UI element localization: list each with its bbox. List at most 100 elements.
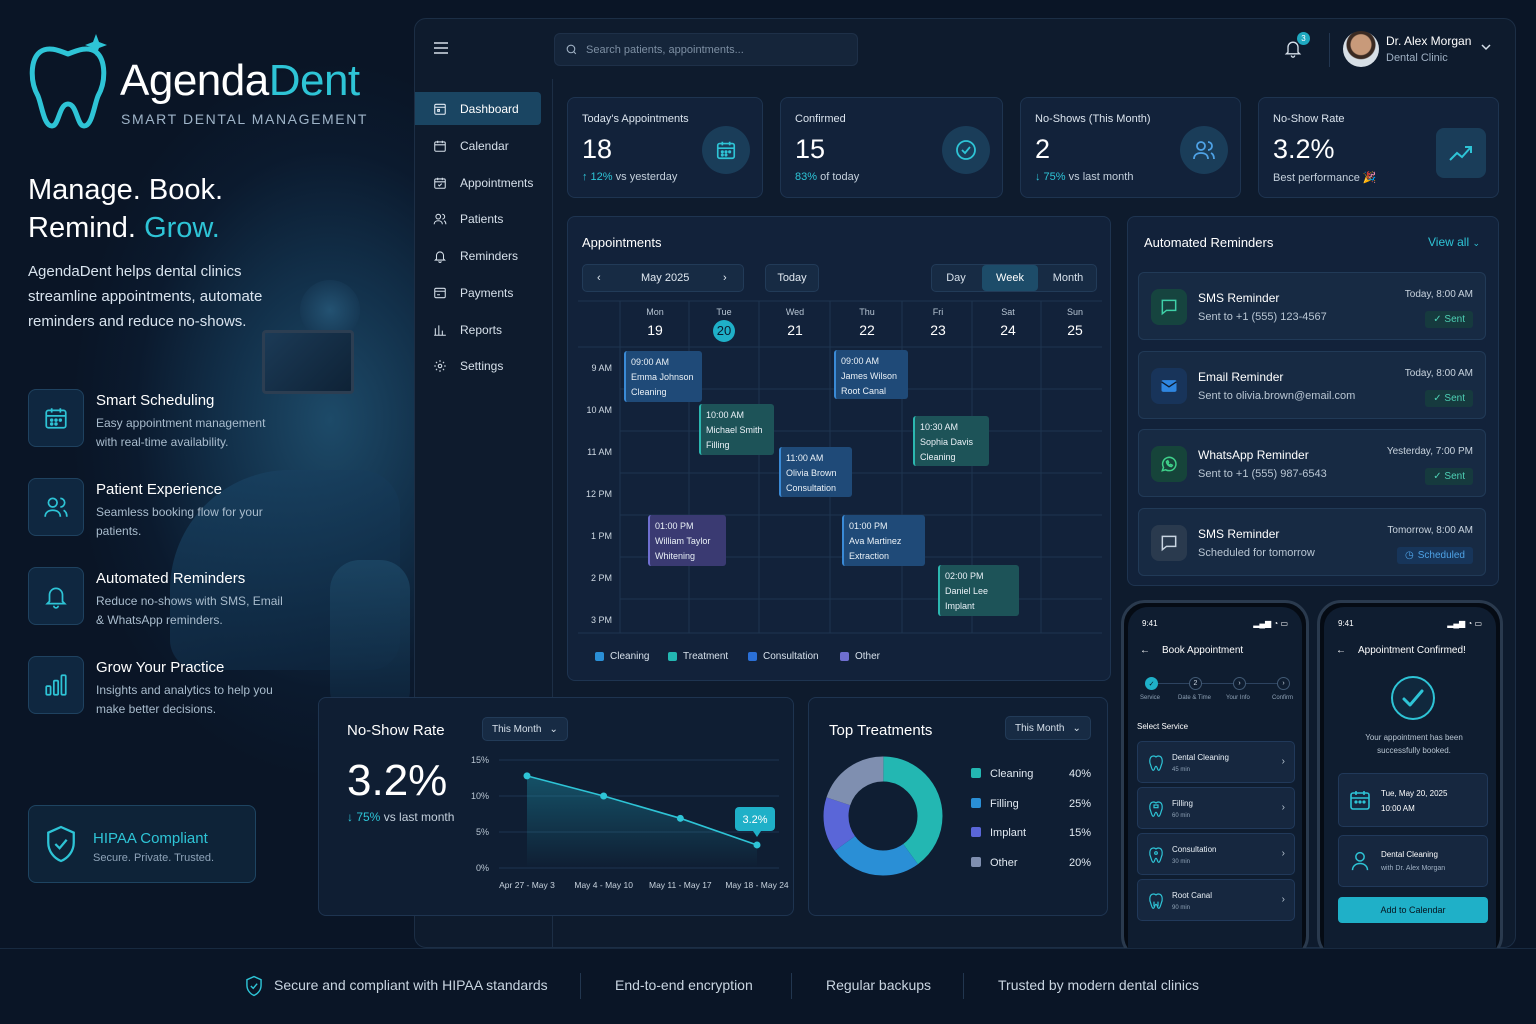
- search-input[interactable]: [586, 43, 846, 56]
- sidebar-item-settings[interactable]: Settings: [415, 349, 541, 382]
- back-arrow-icon[interactable]: ←: [1140, 645, 1150, 656]
- shield-check-icon: [47, 825, 75, 863]
- users-icon: [28, 478, 84, 536]
- donut-slice-cleaning[interactable]: [823, 756, 943, 876]
- service-option[interactable]: Consultation 30 min ›: [1137, 833, 1295, 875]
- add-to-calendar-button[interactable]: Add to Calendar: [1338, 897, 1488, 923]
- step-service[interactable]: ✓: [1145, 677, 1158, 690]
- sidebar-item-payments[interactable]: Payments: [415, 276, 541, 309]
- service-option[interactable]: Root Canal 90 min ›: [1137, 879, 1295, 921]
- filling-icon: [1149, 801, 1163, 817]
- notification-bell-icon[interactable]: [1283, 37, 1303, 59]
- y-tick-label: 15%: [471, 755, 489, 765]
- sms-icon: [1151, 289, 1187, 325]
- back-arrow-icon[interactable]: ←: [1336, 645, 1346, 656]
- donut-slice-implant[interactable]: [823, 756, 943, 876]
- day-header-thu[interactable]: Thu 22: [859, 307, 875, 338]
- reminder-item[interactable]: SMS Reminder Scheduled for tomorrow Tomo…: [1138, 508, 1486, 576]
- root-canal-icon: [1149, 893, 1163, 909]
- search-bar[interactable]: [554, 33, 858, 66]
- divider: [1329, 33, 1330, 67]
- day-header-sun[interactable]: Sun 25: [1066, 307, 1083, 338]
- phone-title: Book Appointment: [1162, 645, 1244, 656]
- day-header-tue[interactable]: Tue 20: [689, 307, 759, 342]
- appointment-block[interactable]: 02:00 PM Daniel Lee Implant: [938, 565, 1019, 616]
- kpi-subtext: ↑ 12% vs yesterday: [582, 171, 678, 183]
- period-select[interactable]: This Month ⌄: [482, 717, 568, 741]
- legend-value: 20%: [1068, 856, 1091, 869]
- sidebar-item-dashboard[interactable]: Dashboard: [415, 92, 541, 125]
- user-name[interactable]: Dr. Alex Morgan: [1386, 34, 1472, 48]
- user-role: Dental Clinic: [1386, 52, 1448, 64]
- appointment-block[interactable]: 01:00 PM Ava Martinez Extraction: [842, 515, 925, 566]
- reminder-item[interactable]: SMS Reminder Sent to +1 (555) 123-4567 T…: [1138, 272, 1486, 340]
- phone-book-appointment: 9:41 ▂▄▆ ◔ ▭ ← Book Appointment ✓ 2 › › …: [1121, 600, 1309, 960]
- kpi-value: 18: [582, 134, 613, 164]
- day-header-mon[interactable]: Mon 19: [646, 307, 664, 338]
- kpi-label: Confirmed: [795, 113, 846, 125]
- sidebar-item-calendar[interactable]: Calendar: [415, 129, 541, 162]
- hipaa-title: HIPAA Compliant: [93, 830, 208, 847]
- legend-value: 15%: [1068, 827, 1091, 839]
- legend-item: Other 20%: [971, 856, 1091, 869]
- data-point[interactable]: [753, 841, 761, 849]
- donut-slice-other[interactable]: [823, 756, 943, 876]
- service-option[interactable]: Dental Cleaning 45 min ›: [1137, 741, 1295, 783]
- data-point[interactable]: [600, 792, 608, 800]
- reminder-item[interactable]: Email Reminder Sent to olivia.brown@emai…: [1138, 351, 1486, 419]
- appointment-block[interactable]: 10:00 AM Michael Smith Filling: [699, 404, 774, 455]
- sidebar-item-patients[interactable]: Patients: [415, 202, 541, 235]
- sidebar-item-label: Calendar: [460, 138, 509, 153]
- data-point[interactable]: [676, 814, 684, 822]
- status-badge: ✓ Sent: [1425, 468, 1473, 485]
- step-confirm[interactable]: ›: [1277, 677, 1290, 690]
- sidebar-item-appointments[interactable]: Appointments: [415, 166, 541, 199]
- data-point[interactable]: [523, 772, 531, 780]
- appointment-date-card: Tue, May 20, 2025 10:00 AM: [1338, 773, 1488, 827]
- today-button[interactable]: Today: [765, 264, 819, 292]
- tab-month[interactable]: Month: [1052, 272, 1084, 284]
- no-show-rate-value: 3.2%: [347, 756, 448, 805]
- appointment-block[interactable]: 09:00 AM James Wilson Root Canal: [834, 350, 908, 399]
- sidebar-item-reminders[interactable]: Reminders: [415, 239, 541, 272]
- period-select[interactable]: This Month ⌄: [1005, 716, 1091, 740]
- service-duration: 30 min: [1172, 859, 1191, 865]
- service-name: Consultation: [1172, 845, 1217, 854]
- appointment-block[interactable]: 01:00 PM William Taylor Whitening: [648, 515, 726, 566]
- appointment-block[interactable]: 09:00 AM Emma Johnson Cleaning: [624, 351, 702, 402]
- day-header-wed[interactable]: Wed 21: [785, 307, 805, 338]
- consultation-icon: [1149, 847, 1163, 863]
- chevron-left-icon[interactable]: ‹: [597, 272, 601, 284]
- menu-icon[interactable]: [433, 41, 449, 55]
- appointment-date: Tue, May 20, 2025: [1381, 789, 1448, 798]
- appointment-block[interactable]: 11:00 AM Olivia Brown Consultation: [779, 447, 852, 497]
- appointment-block[interactable]: 10:30 AM Sophia Davis Cleaning: [913, 416, 989, 466]
- phone-screen: 9:41 ▂▄▆ ◔ ▭ ← Book Appointment ✓ 2 › › …: [1128, 607, 1302, 957]
- day-header-sat[interactable]: Sat 24: [1000, 307, 1016, 338]
- service-option[interactable]: Filling 60 min ›: [1137, 787, 1295, 829]
- reminder-item[interactable]: WhatsApp Reminder Sent to +1 (555) 987-6…: [1138, 429, 1486, 497]
- donut-slice-filling[interactable]: [823, 756, 943, 876]
- chevron-down-icon[interactable]: [1481, 43, 1491, 51]
- step-date-time[interactable]: 2: [1189, 677, 1202, 690]
- view-all-link[interactable]: View all ⌄: [1428, 235, 1481, 249]
- feature-smart-scheduling: Smart Scheduling Easy appointment manage…: [28, 389, 328, 449]
- phone-appointment-confirmed: 9:41 ▂▄▆ ◔ ▭ ← Appointment Confirmed! Yo…: [1317, 600, 1503, 960]
- hero-tagline: Manage. Book. Remind. Grow.: [28, 174, 224, 244]
- step-your-info[interactable]: ›: [1233, 677, 1246, 690]
- legend-cleaning: Cleaning: [595, 651, 649, 662]
- tooth-icon: [1149, 755, 1163, 771]
- sidebar-item-reports[interactable]: Reports: [415, 313, 541, 346]
- chevron-right-icon[interactable]: ›: [723, 272, 727, 284]
- avatar[interactable]: [1343, 31, 1379, 67]
- appointment-time: 10:00 AM: [1381, 804, 1415, 813]
- tab-day[interactable]: Day: [946, 272, 966, 284]
- kpi-no-shows: No-Shows (This Month) 2 ↓ 75% vs last mo…: [1020, 97, 1241, 198]
- divider: [791, 973, 792, 999]
- footer-bar: Secure and compliant with HIPAA standard…: [0, 948, 1536, 1024]
- tab-week[interactable]: Week: [982, 265, 1038, 291]
- kpi-subtext: 83% of today: [795, 171, 860, 183]
- kpi-value: 2: [1035, 134, 1051, 164]
- day-header-fri[interactable]: Fri 23: [930, 307, 946, 338]
- reminder-subtitle: Scheduled for tomorrow: [1198, 547, 1315, 559]
